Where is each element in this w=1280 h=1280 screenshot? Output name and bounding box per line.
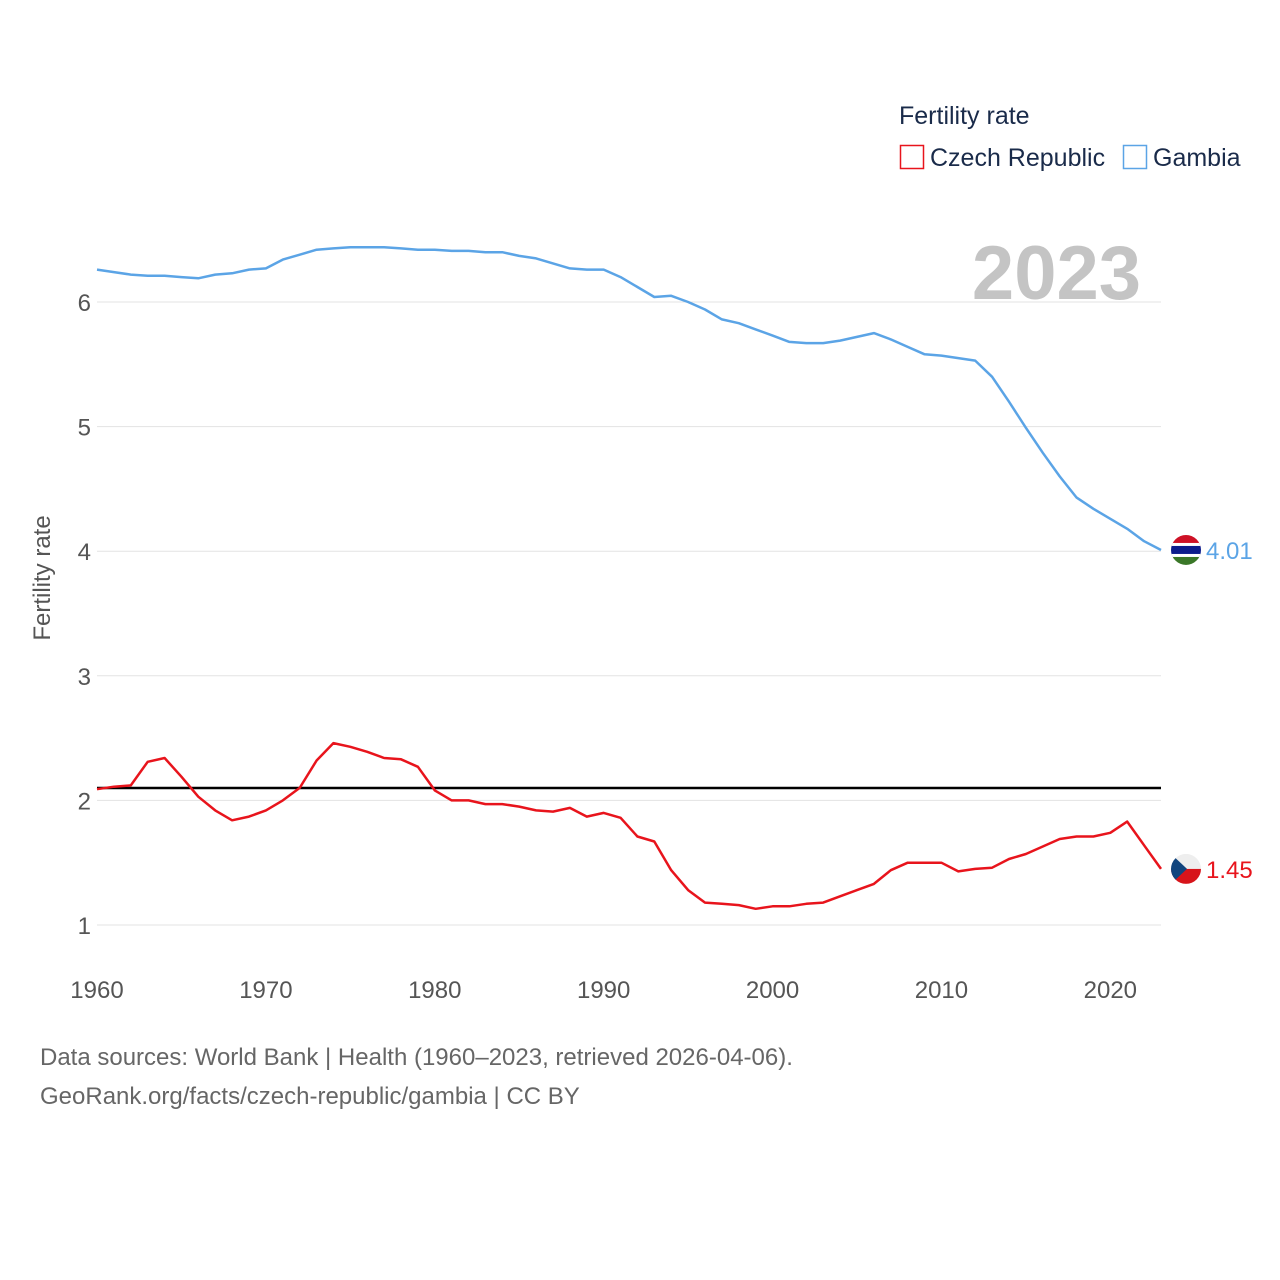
flag-gambia-icon xyxy=(1171,534,1201,565)
x-tick-1970: 1970 xyxy=(239,977,292,1004)
y-tick-1: 1 xyxy=(78,913,91,940)
end-markers: 1.45 4.01 xyxy=(1171,534,1253,884)
series-line-czech-republic[interactable] xyxy=(96,741,1163,911)
x-tick-1960: 1960 xyxy=(70,977,123,1004)
x-axis-ticks: 1960 1970 1980 1990 2000 2010 2020 xyxy=(70,977,1137,1004)
y-tick-3: 3 xyxy=(78,664,91,691)
y-tick-5: 5 xyxy=(78,415,91,442)
end-value-gambia: 4.01 xyxy=(1206,538,1253,565)
source-line-1: Data sources: World Bank | Health (1960–… xyxy=(40,1044,793,1071)
year-label: 2023 xyxy=(972,231,1141,316)
legend-label-gambia[interactable]: Gambia xyxy=(1153,144,1241,172)
legend-title: Fertility rate xyxy=(899,102,1030,130)
fertility-rate-chart: Fertility rate Czech Republic Gambia 202… xyxy=(29,102,1253,1004)
flag-czech-republic-icon xyxy=(1171,853,1201,884)
x-tick-2020: 2020 xyxy=(1084,977,1137,1004)
y-tick-6: 6 xyxy=(78,290,91,317)
x-tick-2000: 2000 xyxy=(746,977,799,1004)
series-line-gambia[interactable] xyxy=(96,245,1162,552)
y-tick-2: 2 xyxy=(78,788,91,815)
end-value-czech-republic: 1.45 xyxy=(1206,857,1253,884)
x-tick-1980: 1980 xyxy=(408,977,461,1004)
series-lines xyxy=(96,245,1163,911)
y-tick-4: 4 xyxy=(78,539,91,566)
source-line-2[interactable]: GeoRank.org/facts/czech-republic/gambia … xyxy=(40,1083,580,1110)
legend-label-czech-republic[interactable]: Czech Republic xyxy=(930,144,1105,172)
legend-swatch-gambia[interactable] xyxy=(1122,144,1148,170)
x-tick-2010: 2010 xyxy=(915,977,968,1004)
legend-swatch-czech-republic[interactable] xyxy=(899,144,925,170)
x-tick-1990: 1990 xyxy=(577,977,630,1004)
grid-lines xyxy=(97,301,1161,926)
y-axis-ticks: 1 2 3 4 5 6 xyxy=(78,290,91,940)
y-axis-label: Fertility rate xyxy=(29,515,56,640)
